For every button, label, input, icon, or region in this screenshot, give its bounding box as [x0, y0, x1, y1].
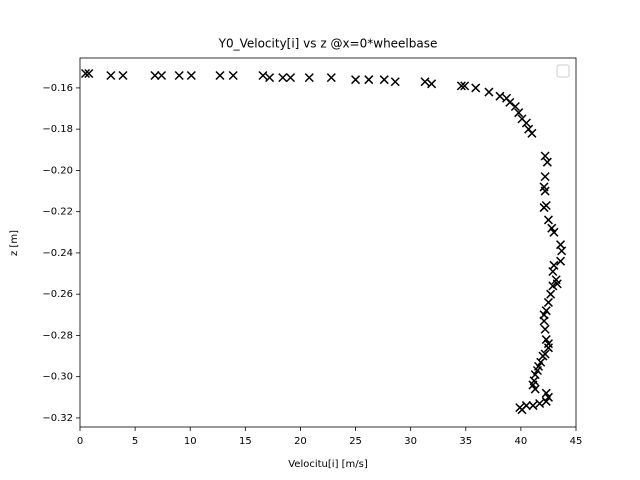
point [514, 108, 524, 118]
point [364, 75, 374, 85]
x-tick-label: 40 [515, 436, 528, 447]
point [540, 151, 550, 161]
point [186, 71, 196, 81]
point [427, 79, 437, 89]
point [543, 339, 553, 349]
x-tick-label: 20 [294, 436, 307, 447]
x-tick-label: 30 [404, 436, 417, 447]
y-axis-label: z [m] [9, 230, 20, 256]
point [215, 71, 225, 81]
x-tick-label: 25 [349, 436, 362, 447]
y-tick-label: −0.26 [42, 289, 73, 300]
point [157, 71, 167, 81]
point [510, 101, 520, 112]
point [539, 203, 549, 213]
plot-frame [79, 57, 577, 428]
point [265, 73, 275, 83]
x-tick-label: 45 [570, 436, 583, 447]
point [527, 128, 537, 138]
point [540, 186, 550, 196]
point [521, 118, 531, 128]
point [285, 73, 296, 83]
point [530, 384, 540, 394]
point [460, 81, 470, 91]
point [484, 87, 494, 97]
point [557, 246, 567, 256]
point [304, 73, 314, 83]
point [495, 91, 505, 101]
point [390, 77, 400, 87]
x-tick-label: 35 [459, 436, 472, 447]
point [535, 398, 545, 409]
y-tick-label: −0.32 [42, 413, 73, 424]
x-tick-label: 0 [77, 436, 83, 447]
point [174, 71, 184, 81]
chart-title: Y0_Velocity[i] vs z @x=0*wheelbase [218, 37, 438, 51]
point [150, 71, 160, 81]
point [540, 172, 550, 182]
point [543, 215, 553, 225]
point [258, 71, 268, 81]
point [548, 266, 558, 277]
point [80, 68, 91, 78]
point [278, 73, 288, 83]
point [420, 77, 430, 87]
point [379, 75, 389, 85]
point [528, 401, 538, 411]
point [228, 71, 238, 81]
point [543, 343, 553, 353]
point [538, 351, 548, 361]
y-tick-label: −0.24 [42, 248, 73, 259]
point [351, 75, 361, 85]
point [540, 324, 550, 334]
point [556, 256, 566, 266]
x-tick-label: 15 [239, 436, 252, 447]
point [106, 71, 116, 81]
y-tick-label: −0.28 [42, 330, 73, 341]
point [456, 81, 466, 91]
point [517, 405, 527, 415]
point [543, 297, 553, 307]
point [539, 316, 549, 326]
point [505, 97, 515, 107]
point [548, 281, 558, 291]
y-tick-label: −0.30 [42, 372, 73, 383]
point [541, 396, 551, 406]
x-tick-label: 10 [184, 436, 197, 447]
point [326, 73, 336, 83]
y-tick-label: −0.20 [42, 165, 73, 176]
y-tick-label: −0.22 [42, 207, 73, 218]
point [549, 227, 559, 237]
point [546, 289, 556, 299]
legend [556, 64, 570, 78]
y-tick-label: −0.18 [42, 124, 73, 135]
y-tick-label: −0.16 [42, 83, 73, 94]
point [118, 71, 128, 81]
x-tick-label: 5 [132, 436, 138, 447]
x-axis-label: Velocitu[i] [m/s] [288, 459, 368, 470]
point [542, 157, 552, 167]
point [552, 279, 562, 289]
point [84, 68, 94, 78]
point [471, 83, 481, 93]
